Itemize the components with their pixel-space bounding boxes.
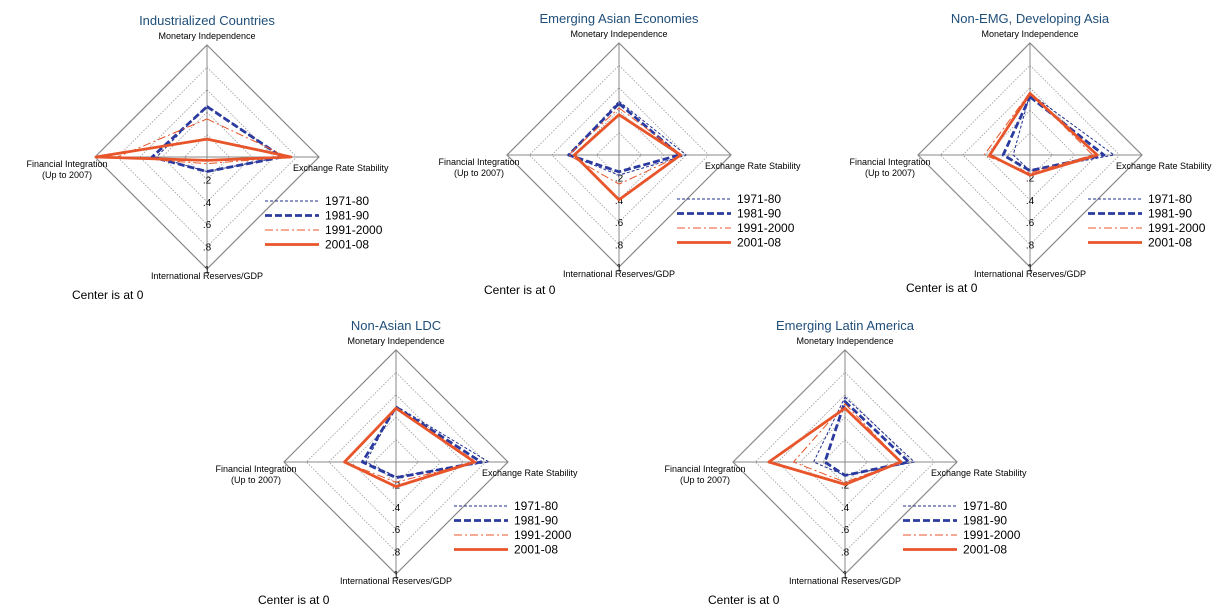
- tick-label: .6: [392, 525, 401, 536]
- series-line-2001-08: [767, 406, 903, 486]
- center-note: Center is at 0: [258, 593, 330, 607]
- tick-label: .2: [203, 175, 212, 186]
- tick-label: 1: [204, 265, 210, 276]
- legend-label: 1981-90: [1148, 207, 1192, 221]
- chart-title: Industrialized Countries: [139, 13, 275, 28]
- chart-title: Non-Asian LDC: [351, 318, 441, 333]
- axis-label-financial-integration: Financial Integration (Up to 2007): [849, 157, 930, 178]
- axis-label-international-reserves: International Reserves/GDP: [151, 271, 263, 281]
- legend-label: 1971-80: [1148, 192, 1192, 206]
- tick-label: 1: [393, 570, 399, 581]
- series-line-2001-08: [572, 113, 682, 202]
- legend-label: 1971-80: [963, 499, 1007, 513]
- series-line-1971-80: [1012, 92, 1115, 172]
- tick-label: .8: [615, 241, 624, 252]
- tick-label: .6: [841, 525, 850, 536]
- series-line-1971-80: [365, 405, 490, 478]
- tick-label: .6: [615, 218, 624, 229]
- axis-label-monetary-independence: Monetary Independence: [981, 29, 1078, 39]
- legend-label: 2001-08: [963, 543, 1007, 557]
- axis-label-international-reserves: International Reserves/GDP: [340, 576, 452, 586]
- chart-title: Emerging Latin America: [776, 318, 915, 333]
- tick-label: .8: [1026, 241, 1035, 252]
- tick-label: .8: [841, 548, 850, 559]
- chart-title: Emerging Asian Economies: [540, 11, 699, 26]
- series-line-1991-2000: [792, 403, 902, 483]
- axis-label-financial-integration: Financial Integration (Up to 2007): [26, 159, 107, 180]
- axis-label-exchange-rate-stability: Exchange Rate Stability: [293, 163, 389, 173]
- axis-label-exchange-rate-stability: Exchange Rate Stability: [1116, 161, 1212, 171]
- tick-label: .2: [1026, 173, 1035, 184]
- radar-panel: .2 .4 .6 .8 1 Non-EMG, Developing Asia Monetar…: [849, 11, 1212, 295]
- radar-panel: .2 .4 .6 .8 1 Emerging Asian Economies Monetar…: [438, 11, 801, 297]
- legend-label: 1971-80: [325, 194, 369, 208]
- series-line-1981-90: [150, 105, 284, 173]
- series-line-2001-08: [343, 406, 476, 489]
- legend-label: 2001-08: [1148, 236, 1192, 250]
- legend-label: 2001-08: [325, 238, 369, 252]
- tick-label: .4: [1026, 196, 1035, 207]
- axis-label-financial-integration: Financial Integration (Up to 2007): [438, 157, 519, 178]
- axis-label-monetary-independence: Monetary Independence: [158, 31, 255, 41]
- tick-label: 1: [842, 570, 848, 581]
- series-line-2001-08: [94, 137, 293, 162]
- tick-label: .8: [392, 548, 401, 559]
- tick-label: 1: [616, 263, 622, 274]
- legend-label: 1991-2000: [325, 223, 383, 237]
- axis-label-monetary-independence: Monetary Independence: [347, 336, 444, 346]
- tick-label: 1: [1027, 263, 1033, 274]
- tick-label: .6: [203, 220, 212, 231]
- tick-label: .4: [615, 196, 624, 207]
- legend-label: 1991-2000: [963, 528, 1021, 542]
- legend-label: 1981-90: [325, 209, 369, 223]
- series-line-2001-08: [988, 92, 1099, 177]
- legend-label: 2001-08: [737, 236, 781, 250]
- legend-label: 1981-90: [963, 514, 1007, 528]
- tick-label: .4: [203, 198, 212, 209]
- chart-title: Non-EMG, Developing Asia: [951, 11, 1110, 26]
- series-line-1991-2000: [116, 118, 289, 165]
- tick-label: .6: [1026, 218, 1035, 229]
- axis-label-exchange-rate-stability: Exchange Rate Stability: [931, 468, 1027, 478]
- axis-label-international-reserves: International Reserves/GDP: [563, 269, 675, 279]
- series-line-1971-80: [568, 100, 687, 176]
- legend-label: 1971-80: [514, 499, 558, 513]
- series-line-1991-2000: [568, 107, 683, 185]
- legend-label: 2001-08: [514, 543, 558, 557]
- axis-label-international-reserves: International Reserves/GDP: [789, 576, 901, 586]
- legend-label: 1971-80: [737, 192, 781, 206]
- legend-label: 1991-2000: [737, 221, 795, 235]
- series-line-1981-90: [360, 405, 483, 480]
- tick-label: .2: [841, 480, 850, 491]
- series-line-1991-2000: [983, 91, 1094, 174]
- axis-label-monetary-independence: Monetary Independence: [570, 29, 667, 39]
- tick-label: .4: [841, 503, 850, 514]
- axis-label-monetary-independence: Monetary Independence: [796, 336, 893, 346]
- tick-label: .2: [615, 173, 624, 184]
- legend-label: 1981-90: [514, 514, 558, 528]
- legend-label: 1981-90: [737, 207, 781, 221]
- legend-label: 1991-2000: [1148, 221, 1206, 235]
- center-note: Center is at 0: [708, 593, 780, 607]
- axis-label-financial-integration: Financial Integration (Up to 2007): [664, 464, 745, 485]
- tick-label: .4: [392, 503, 401, 514]
- radar-panel: .2 .4 .6 .8 1 Industrialized Countries Monetar…: [26, 13, 389, 302]
- series-line-1981-90: [823, 400, 911, 477]
- axis-label-exchange-rate-stability: Exchange Rate Stability: [482, 468, 578, 478]
- radar-panel: .2 .4 .6 .8 1 Emerging Latin America Monetary …: [664, 318, 1027, 607]
- axis-label-international-reserves: International Reserves/GDP: [974, 269, 1086, 279]
- center-note: Center is at 0: [906, 281, 978, 295]
- axis-label-exchange-rate-stability: Exchange Rate Stability: [705, 161, 801, 171]
- axis-label-financial-integration: Financial Integration (Up to 2007): [215, 464, 296, 485]
- legend-label: 1991-2000: [514, 528, 572, 542]
- series-line-1981-90: [1001, 95, 1106, 173]
- center-note: Center is at 0: [484, 283, 556, 297]
- center-note: Center is at 0: [72, 288, 144, 302]
- tick-label: .8: [203, 243, 212, 254]
